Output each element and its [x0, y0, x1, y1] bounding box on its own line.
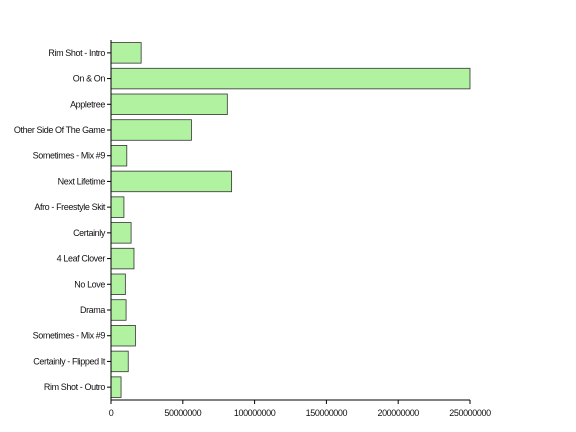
category-label: 4 Leaf Clover	[57, 254, 106, 264]
bar	[110, 247, 135, 270]
x-tick-label: 0	[109, 408, 114, 418]
bar	[110, 145, 128, 167]
x-tick-label: 150000000	[306, 408, 348, 418]
category-label: Sometimes - Mix #9	[33, 331, 106, 341]
category-label: Rim Shot - Outro	[44, 382, 106, 392]
x-axis-ticks: 0 50000000 100000000 150000000 200000000 2500…	[109, 400, 492, 418]
bar	[110, 170, 233, 193]
bar	[110, 273, 126, 295]
x-tick-label: 250000000	[449, 408, 491, 418]
bar	[110, 299, 127, 321]
category-label: No Love	[74, 279, 105, 289]
bar	[110, 42, 142, 64]
x-tick-label: 200000000	[377, 408, 419, 418]
category-label: Afro - Freestyle Skit	[34, 202, 106, 212]
category-labels: Rim Shot - Intro On & On Appletree Other Si…	[14, 48, 111, 392]
x-tick-label: 50000000	[164, 408, 201, 418]
category-label: Next Lifetime	[58, 176, 106, 186]
bar	[110, 325, 136, 347]
bar	[110, 196, 125, 218]
bar	[110, 350, 129, 373]
x-tick-label: 100000000	[234, 408, 276, 418]
bars-group	[110, 42, 471, 398]
category-label: Sometimes - Mix #9	[33, 151, 106, 161]
bar	[110, 119, 192, 141]
bar	[110, 222, 132, 244]
category-label: Certainly	[73, 228, 106, 238]
category-label: Other Side Of The Game	[14, 125, 105, 135]
bar	[110, 376, 122, 398]
bar	[110, 93, 228, 115]
category-label: Certainly - Flipped It	[33, 356, 106, 366]
category-label: Rim Shot - Intro	[48, 48, 105, 58]
bar	[110, 67, 471, 90]
category-label: Appletree	[70, 99, 105, 109]
category-label: Drama	[80, 305, 105, 315]
category-label: On & On	[73, 74, 106, 84]
